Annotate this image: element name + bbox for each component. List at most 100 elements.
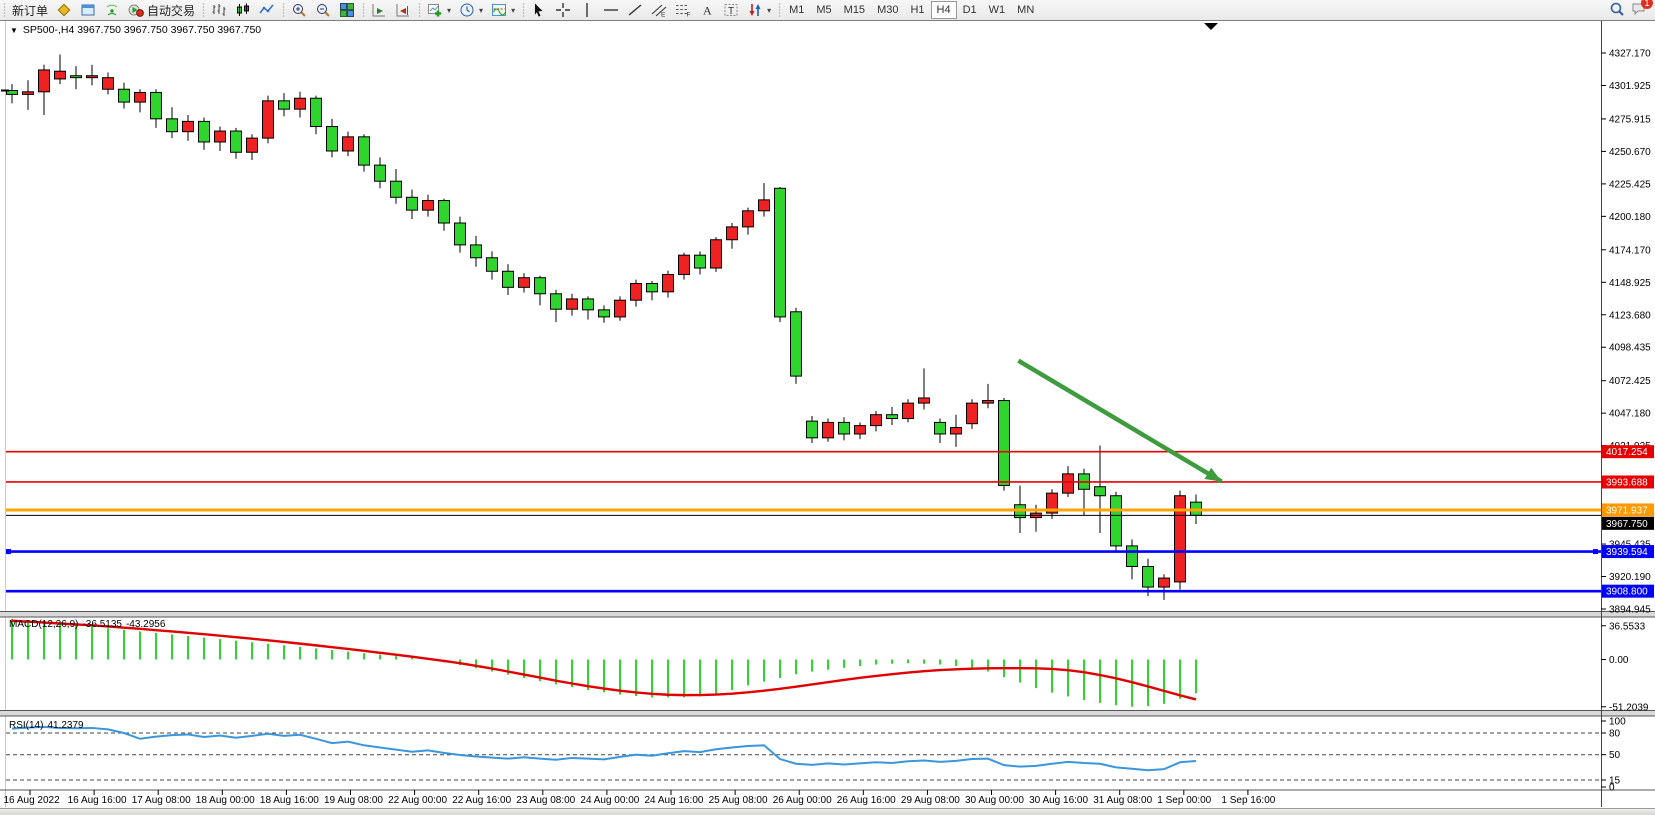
candle bbox=[822, 421, 834, 439]
price-tag-3967.750: 3967.750 bbox=[1602, 516, 1654, 530]
svg-text:4123.680: 4123.680 bbox=[1609, 310, 1651, 321]
candle bbox=[118, 88, 130, 103]
candle bbox=[70, 75, 82, 79]
timeframe-mn[interactable]: MN bbox=[1017, 4, 1035, 16]
text-button[interactable]: A bbox=[695, 0, 719, 20]
svg-text:4174.170: 4174.170 bbox=[1609, 245, 1651, 256]
collapse-chart-icon[interactable]: ▼ bbox=[10, 25, 18, 35]
time-axis[interactable]: 16 Aug 2022 16 Aug 16:00 17 Aug 08:00 18 Au… bbox=[4, 790, 1276, 806]
market-watch-button[interactable] bbox=[76, 0, 100, 20]
status-bar bbox=[0, 808, 1655, 815]
candle bbox=[342, 136, 354, 152]
timeframe-m30[interactable]: M30 bbox=[877, 4, 899, 16]
toolbar-grip bbox=[280, 3, 287, 17]
linechart-icon bbox=[259, 2, 275, 18]
macd-name: MACD(12,26,9) bbox=[9, 619, 79, 630]
candles-icon bbox=[235, 2, 251, 18]
arrows-button[interactable]: ▾ bbox=[743, 0, 775, 20]
macd-indicator-label: MACD(12,26,9) -36.5135 -43.2956 bbox=[9, 619, 169, 630]
trendline-button[interactable] bbox=[623, 0, 647, 20]
pluschart-icon bbox=[427, 2, 443, 18]
line-handle-right[interactable] bbox=[1593, 549, 1598, 555]
vline-button[interactable] bbox=[575, 0, 599, 20]
svg-text:A: A bbox=[703, 4, 712, 18]
candle bbox=[502, 270, 514, 288]
fibo-button[interactable]: F bbox=[671, 0, 695, 20]
candles-layer bbox=[1, 54, 1202, 600]
chart-shift-button[interactable] bbox=[391, 0, 415, 20]
candle bbox=[102, 77, 114, 90]
svg-text:16 Aug 16:00: 16 Aug 16:00 bbox=[68, 795, 127, 806]
svg-text:17 Aug 08:00: 17 Aug 08:00 bbox=[132, 795, 191, 806]
candle bbox=[710, 239, 722, 269]
rsi-value: 41.2379 bbox=[47, 720, 84, 731]
line-chart-button[interactable] bbox=[255, 0, 279, 20]
svg-text:22 Aug 16:00: 22 Aug 16:00 bbox=[452, 795, 511, 806]
profiles-button[interactable]: ▾ bbox=[455, 0, 487, 20]
svg-text:4098.435: 4098.435 bbox=[1609, 343, 1651, 354]
svg-text:50: 50 bbox=[1609, 750, 1621, 761]
dropdown-arrow-icon[interactable]: ▾ bbox=[447, 5, 452, 15]
candle bbox=[838, 421, 850, 435]
svg-text:25 Aug 08:00: 25 Aug 08:00 bbox=[709, 795, 768, 806]
window-icon bbox=[80, 2, 96, 18]
indicators-button[interactable]: ▾ bbox=[487, 0, 519, 20]
crosshair-button[interactable] bbox=[551, 0, 575, 20]
dropdown-arrow-icon[interactable]: ▾ bbox=[511, 5, 516, 15]
candle bbox=[38, 69, 50, 93]
macd-main-value: -36.5135 bbox=[82, 619, 122, 630]
macd-signal-value: -43.2956 bbox=[125, 619, 166, 630]
channel-button[interactable]: E bbox=[647, 0, 671, 20]
svg-text:30 Aug 16:00: 30 Aug 16:00 bbox=[1029, 795, 1088, 806]
dropdown-arrow-icon[interactable]: ▾ bbox=[767, 5, 772, 15]
zoomin-icon bbox=[291, 2, 307, 18]
svg-text:T: T bbox=[728, 6, 734, 17]
trend-arrow[interactable] bbox=[1017, 358, 1223, 484]
zoom-out-button[interactable] bbox=[311, 0, 335, 20]
timeframe-m15[interactable]: M15 bbox=[843, 4, 866, 16]
label-button[interactable]: T bbox=[719, 0, 743, 20]
timeframe-h4[interactable]: H4 bbox=[930, 1, 957, 19]
hline-button[interactable] bbox=[599, 0, 623, 20]
candle bbox=[870, 414, 882, 427]
clock-icon bbox=[459, 2, 475, 18]
new-order-button[interactable]: 新订单 bbox=[8, 0, 52, 20]
cursor-button[interactable] bbox=[527, 0, 551, 20]
timeframe-h1[interactable]: H1 bbox=[910, 4, 925, 16]
candle bbox=[1174, 495, 1186, 583]
candle bbox=[134, 91, 146, 103]
zoom-in-button[interactable] bbox=[287, 0, 311, 20]
chat-button[interactable]: 1 bbox=[1631, 0, 1653, 20]
svg-text:3967.750: 3967.750 bbox=[1606, 519, 1648, 530]
styles-icon-button[interactable] bbox=[52, 0, 76, 20]
timeframe-m5[interactable]: M5 bbox=[816, 4, 832, 16]
candle bbox=[806, 420, 818, 439]
new-chart-button[interactable]: ▾ bbox=[423, 0, 455, 20]
line-handle-left[interactable] bbox=[6, 549, 11, 555]
signals-button[interactable] bbox=[100, 0, 124, 20]
svg-text:0.00: 0.00 bbox=[1609, 655, 1629, 666]
candle bbox=[262, 100, 274, 139]
search-button[interactable] bbox=[1609, 1, 1625, 20]
textt-icon: T bbox=[723, 2, 739, 18]
cursor-icon bbox=[531, 2, 547, 18]
timeframe-d1[interactable]: D1 bbox=[962, 4, 977, 16]
svg-text:1 Sep 00:00: 1 Sep 00:00 bbox=[1157, 795, 1211, 806]
tile-windows-button[interactable] bbox=[335, 0, 359, 20]
timeframe-m1[interactable]: M1 bbox=[789, 4, 805, 16]
timeframe-w1[interactable]: W1 bbox=[988, 4, 1006, 16]
auto-scroll-button[interactable] bbox=[367, 0, 391, 20]
candles-chart-button[interactable] bbox=[231, 0, 255, 20]
svg-text:3971.937: 3971.937 bbox=[1606, 505, 1648, 516]
candle bbox=[214, 130, 226, 143]
candle bbox=[662, 273, 674, 293]
crosshair-icon bbox=[555, 2, 571, 18]
chart-shift-marker[interactable] bbox=[1204, 23, 1218, 30]
dropdown-arrow-icon[interactable]: ▾ bbox=[479, 5, 484, 15]
svg-text:4148.925: 4148.925 bbox=[1609, 278, 1651, 289]
svg-text:18 Aug 16:00: 18 Aug 16:00 bbox=[260, 795, 319, 806]
bars-chart-button[interactable] bbox=[207, 0, 231, 20]
autotrade-button[interactable]: 自动交易 bbox=[124, 0, 199, 20]
